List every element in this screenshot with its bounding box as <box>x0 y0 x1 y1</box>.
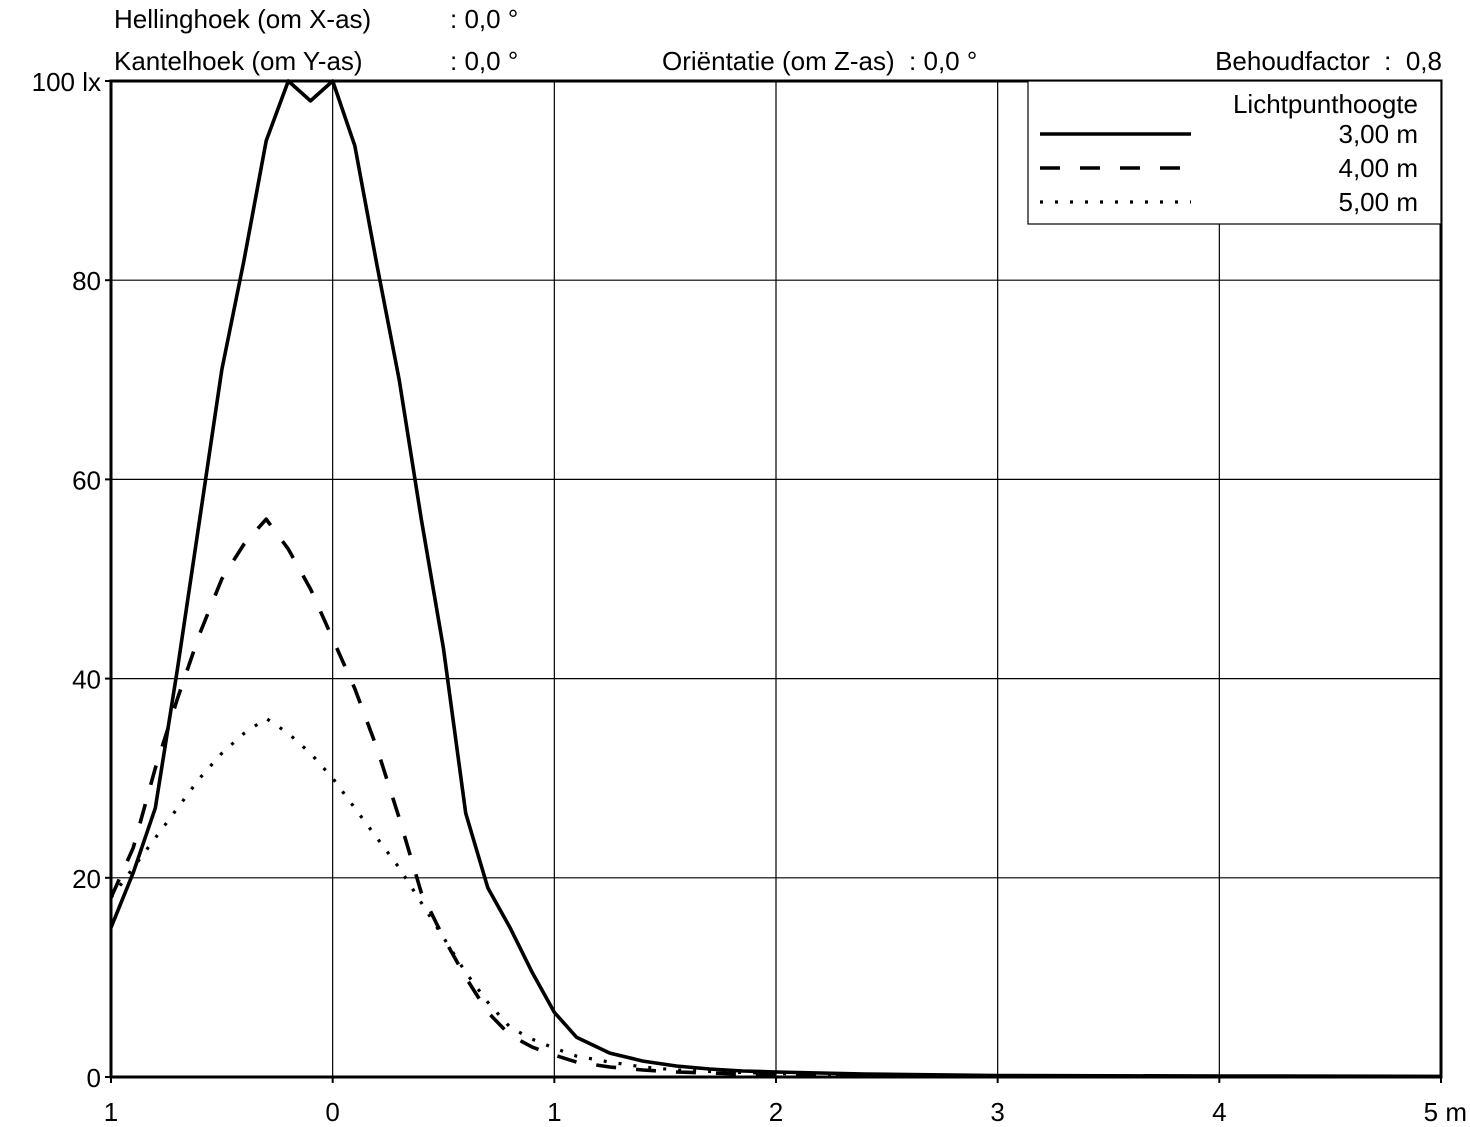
y-tick-label-2: 40 <box>72 665 101 695</box>
legend-title: Lichtpunthoogte <box>1233 89 1418 119</box>
legend-label-1: 4,00 m <box>1339 153 1419 183</box>
legend-label-0: 3,00 m <box>1339 119 1419 149</box>
series-line-0 <box>109 79 1442 1079</box>
x-tick-label-3: 2 <box>769 1097 783 1127</box>
legend-box <box>1027 80 1442 225</box>
kantel-value: : 0,0 ° <box>450 46 519 76</box>
y-tick-label-0: 0 <box>87 1063 101 1093</box>
kantel-label: Kantelhoek (om Y-as) <box>114 46 363 76</box>
y-tick-label-4: 80 <box>72 266 101 296</box>
x-tick-label-1: 0 <box>325 1097 339 1127</box>
orientatie-label: Oriëntatie (om Z-as) : 0,0 ° <box>662 46 978 76</box>
helling-label: Hellinghoek (om X-as) <box>114 4 372 34</box>
x-tick-label-6: 5 m <box>1424 1097 1467 1127</box>
x-tick-label-2: 1 <box>547 1097 561 1127</box>
series-line-1 <box>109 517 1442 1079</box>
behoudfactor-label: Behoudfactor : 0,8 <box>1215 46 1442 76</box>
y-tick-label-3: 60 <box>72 465 101 495</box>
x-tick-label-0: 1 <box>104 1097 118 1127</box>
x-tick-label-4: 3 <box>990 1097 1004 1127</box>
helling-value: : 0,0 ° <box>450 4 519 34</box>
plot-frame <box>109 79 1443 1079</box>
y-tick-label-5: 100 lx <box>32 67 101 97</box>
legend-label-2: 5,00 m <box>1339 187 1419 217</box>
x-tick-label-5: 4 <box>1212 1097 1226 1127</box>
y-tick-label-1: 20 <box>72 864 101 894</box>
series-line-2 <box>109 716 1442 1079</box>
